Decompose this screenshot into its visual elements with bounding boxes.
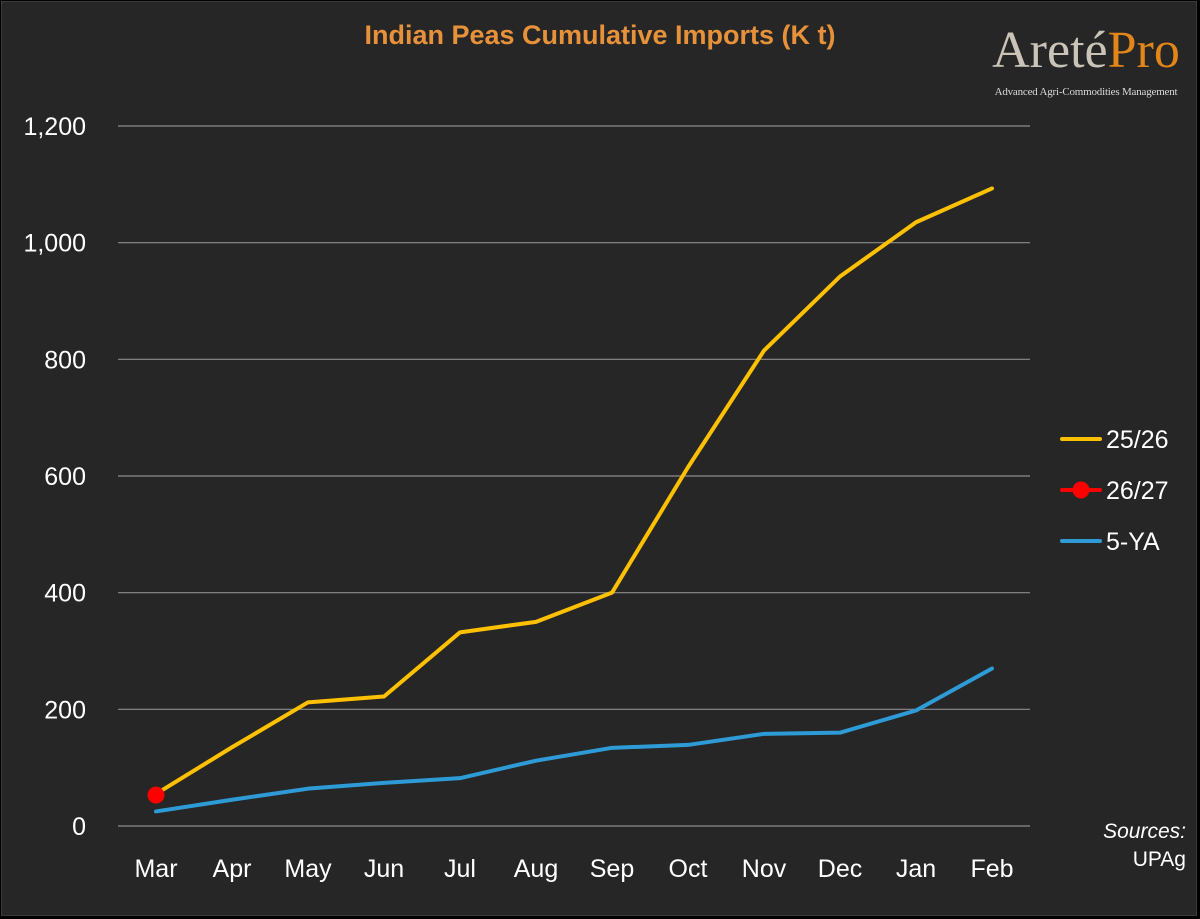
x-tick-label-nov: Nov: [742, 855, 787, 883]
logo-name-part2: Pro: [1107, 22, 1180, 79]
x-tick-label-oct: Oct: [669, 855, 708, 883]
logo-wordmark: AretéPro: [990, 22, 1182, 80]
x-tick-label-mar: Mar: [134, 855, 177, 883]
y-tick-label: 600: [44, 463, 86, 491]
y-tick-label: 1,200: [23, 113, 86, 141]
x-tick-label-jun: Jun: [364, 855, 404, 883]
y-tick-label: 200: [44, 696, 86, 724]
y-tick-label: 400: [44, 580, 86, 608]
sources-note: Sources: UPAg: [1103, 818, 1186, 874]
x-tick-label-apr: Apr: [213, 855, 252, 883]
series-line-25-26: [154, 186, 994, 796]
legend: 25/26 26/27 5-YA: [1060, 426, 1169, 556]
x-tick-label-feb: Feb: [970, 855, 1013, 883]
legend-label-25-26: 25/26: [1106, 426, 1169, 454]
y-tick-label: 1,000: [23, 230, 86, 258]
legend-marker-26-27: [1072, 481, 1090, 499]
legend-label-5-ya: 5-YA: [1106, 528, 1160, 556]
gridlines: [118, 125, 1030, 827]
plot-area: [147, 186, 994, 814]
x-tick-label-aug: Aug: [514, 855, 558, 883]
logo-tagline: Advanced Agri-Commodities Management: [994, 86, 1178, 98]
x-tick-label-jul: Jul: [444, 855, 476, 883]
aretepro-logo: AretéPro Advanced Agri-Commodities Manag…: [990, 8, 1186, 108]
x-tick-label-jan: Jan: [896, 855, 936, 883]
sources-label: Sources:: [1103, 820, 1186, 843]
y-tick-label: 800: [44, 346, 86, 374]
x-tick-label-may: May: [284, 855, 332, 883]
y-axis: 0 200 400 600 800 1,000 1,200: [23, 113, 86, 841]
legend-label-26-27: 26/27: [1106, 477, 1169, 505]
sources-value: UPAg: [1132, 848, 1186, 871]
series-line-5-ya: [154, 666, 994, 814]
x-tick-label-sep: Sep: [590, 855, 634, 883]
x-axis: Mar Apr May Jun Jul Aug Sep Oct Nov Dec Jan Feb: [134, 855, 1013, 883]
series-point-26-27: [147, 786, 165, 804]
logo-name-part1: Areté: [992, 22, 1108, 79]
chart-title: Indian Peas Cumulative Imports (K t): [364, 20, 836, 50]
x-tick-label-dec: Dec: [818, 855, 862, 883]
y-tick-label: 0: [72, 813, 86, 841]
